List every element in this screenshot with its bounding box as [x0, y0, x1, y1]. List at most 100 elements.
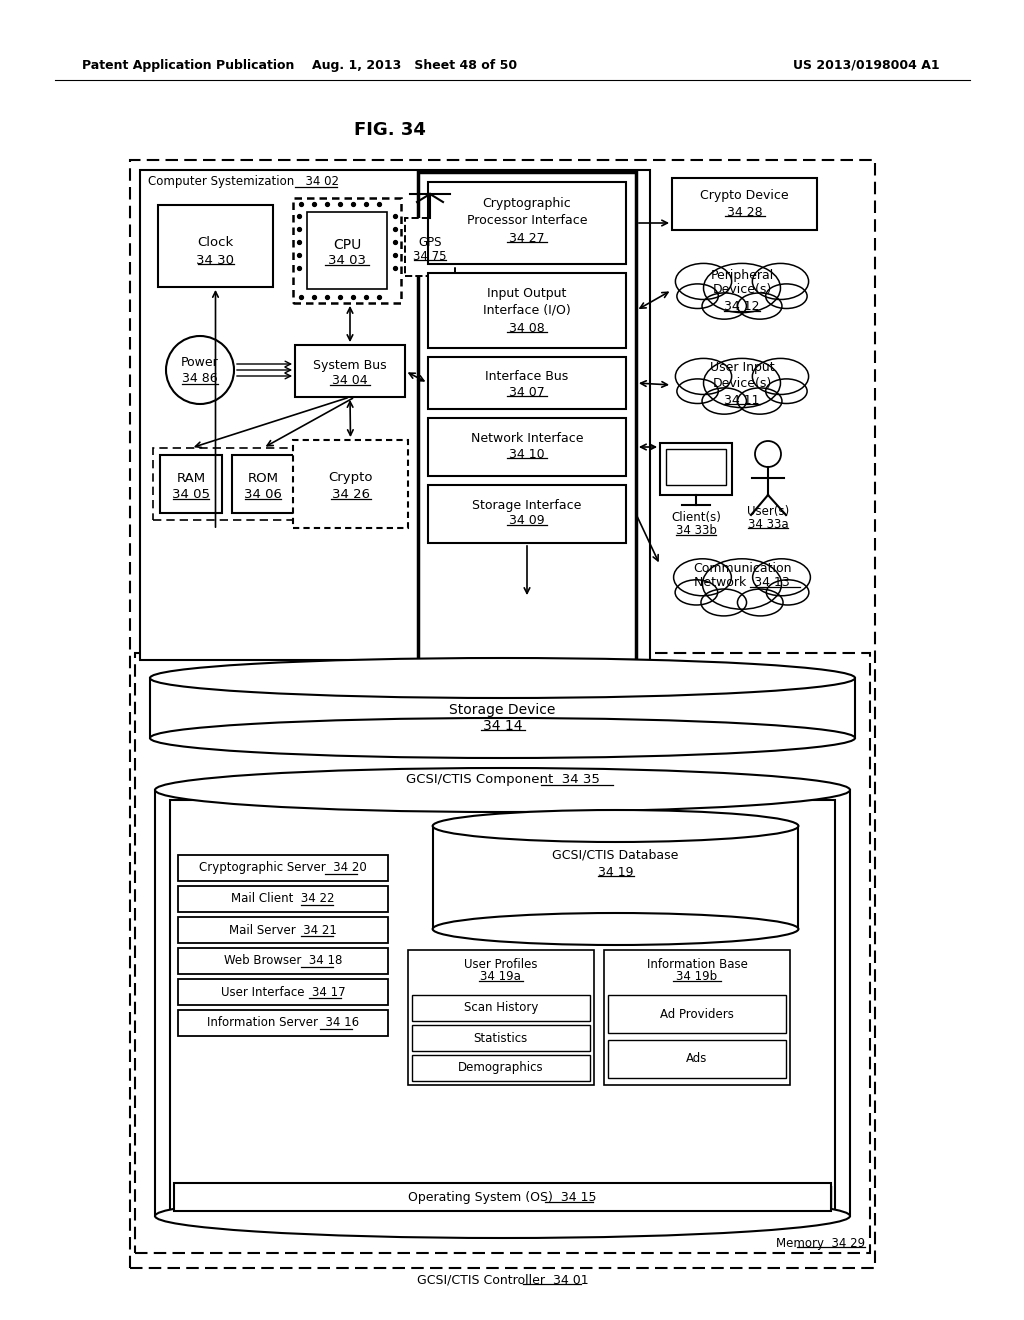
Text: Ads: Ads: [686, 1052, 708, 1065]
Text: Information Base: Information Base: [646, 957, 748, 970]
Text: Scan History: Scan History: [464, 1002, 538, 1015]
Bar: [160, 455, 222, 513]
Text: Aug. 1, 2013   Sheet 48 of 50: Aug. 1, 2013 Sheet 48 of 50: [312, 58, 517, 71]
Text: 34 75: 34 75: [414, 249, 446, 263]
Bar: [170, 800, 835, 1214]
Text: GPS: GPS: [418, 235, 441, 248]
Bar: [604, 950, 791, 1085]
Ellipse shape: [737, 388, 782, 414]
Ellipse shape: [737, 293, 782, 319]
Ellipse shape: [766, 379, 807, 404]
Bar: [295, 345, 406, 397]
Text: GCSI/CTIS Controller  34 01: GCSI/CTIS Controller 34 01: [417, 1274, 589, 1287]
Ellipse shape: [753, 359, 809, 395]
Text: Clock: Clock: [198, 236, 233, 249]
Bar: [412, 1026, 590, 1051]
Text: Peripheral: Peripheral: [711, 268, 773, 281]
Bar: [418, 172, 636, 660]
Bar: [307, 213, 387, 289]
Text: FIG. 34: FIG. 34: [354, 121, 426, 139]
Text: Power: Power: [181, 356, 219, 370]
Bar: [406, 218, 455, 276]
Text: Statistics: Statistics: [474, 1031, 528, 1044]
Text: Mail Server  34 21: Mail Server 34 21: [229, 924, 337, 936]
Ellipse shape: [676, 359, 731, 395]
Ellipse shape: [674, 558, 731, 595]
Text: Cryptographic Server  34 20: Cryptographic Server 34 20: [199, 862, 367, 874]
Ellipse shape: [683, 363, 801, 404]
Bar: [174, 1183, 831, 1210]
Text: Device(s): Device(s): [713, 376, 772, 389]
Text: User Profiles: User Profiles: [464, 957, 538, 970]
Bar: [660, 444, 732, 495]
Text: User Interface  34 17: User Interface 34 17: [221, 986, 345, 998]
Text: Crypto Device: Crypto Device: [700, 190, 788, 202]
Text: Ad Providers: Ad Providers: [660, 1007, 734, 1020]
Bar: [153, 447, 311, 520]
Text: ROM: ROM: [248, 473, 279, 486]
Polygon shape: [150, 678, 855, 738]
Ellipse shape: [433, 810, 799, 842]
Text: Network Interface: Network Interface: [471, 432, 584, 445]
Text: Input Output: Input Output: [487, 288, 566, 301]
Text: 34 04: 34 04: [332, 375, 368, 388]
Bar: [178, 917, 388, 942]
Text: Information Server  34 16: Information Server 34 16: [207, 1016, 359, 1030]
Bar: [293, 198, 401, 304]
Text: 34 14: 34 14: [482, 719, 522, 733]
Text: 34 27: 34 27: [509, 231, 545, 244]
Bar: [672, 178, 817, 230]
Ellipse shape: [766, 284, 807, 309]
Ellipse shape: [155, 1195, 850, 1238]
Bar: [412, 1055, 590, 1081]
Text: Mail Client  34 22: Mail Client 34 22: [231, 892, 335, 906]
Bar: [293, 440, 408, 528]
Text: User(s): User(s): [746, 504, 790, 517]
Text: Storage Device: Storage Device: [450, 704, 556, 717]
Text: Operating System (OS)  34 15: Operating System (OS) 34 15: [409, 1191, 597, 1204]
Ellipse shape: [433, 913, 799, 945]
Text: 34 33b: 34 33b: [676, 524, 717, 537]
Bar: [135, 653, 870, 1253]
Ellipse shape: [150, 657, 855, 698]
Ellipse shape: [683, 268, 801, 309]
Ellipse shape: [766, 579, 809, 605]
Bar: [608, 995, 786, 1034]
Text: CPU: CPU: [333, 238, 361, 252]
Text: 34 86: 34 86: [182, 372, 218, 385]
Bar: [408, 950, 594, 1085]
Text: 34 30: 34 30: [197, 253, 234, 267]
Bar: [158, 205, 273, 286]
Text: Interface (I/O): Interface (I/O): [483, 304, 570, 317]
Bar: [428, 273, 626, 348]
Bar: [428, 484, 626, 543]
Text: 34 09: 34 09: [509, 515, 545, 528]
Bar: [178, 948, 388, 974]
Text: Network  34 13: Network 34 13: [694, 577, 790, 590]
Bar: [178, 979, 388, 1005]
Text: Interface Bus: Interface Bus: [485, 371, 568, 384]
Text: Memory  34 29: Memory 34 29: [776, 1237, 865, 1250]
Bar: [428, 356, 626, 409]
Text: 34 19: 34 19: [598, 866, 633, 879]
Text: 34 06: 34 06: [244, 488, 282, 502]
Text: 34 19a: 34 19a: [480, 970, 521, 983]
Bar: [608, 1040, 786, 1078]
Text: Communication: Communication: [693, 561, 792, 574]
Text: 34 03: 34 03: [328, 255, 366, 268]
Text: Computer Systemization   34 02: Computer Systemization 34 02: [148, 176, 339, 189]
Text: 34 33a: 34 33a: [748, 519, 788, 532]
Bar: [140, 170, 650, 660]
Ellipse shape: [150, 718, 855, 758]
Text: Web Browser  34 18: Web Browser 34 18: [224, 954, 342, 968]
Text: System Bus: System Bus: [313, 359, 387, 371]
Text: 34 05: 34 05: [172, 488, 210, 502]
Ellipse shape: [676, 264, 731, 300]
Text: Processor Interface: Processor Interface: [467, 214, 587, 227]
Ellipse shape: [753, 558, 810, 595]
Bar: [666, 449, 726, 484]
Bar: [412, 995, 590, 1020]
Text: Patent Application Publication: Patent Application Publication: [82, 58, 294, 71]
Bar: [178, 855, 388, 880]
Ellipse shape: [737, 589, 783, 616]
